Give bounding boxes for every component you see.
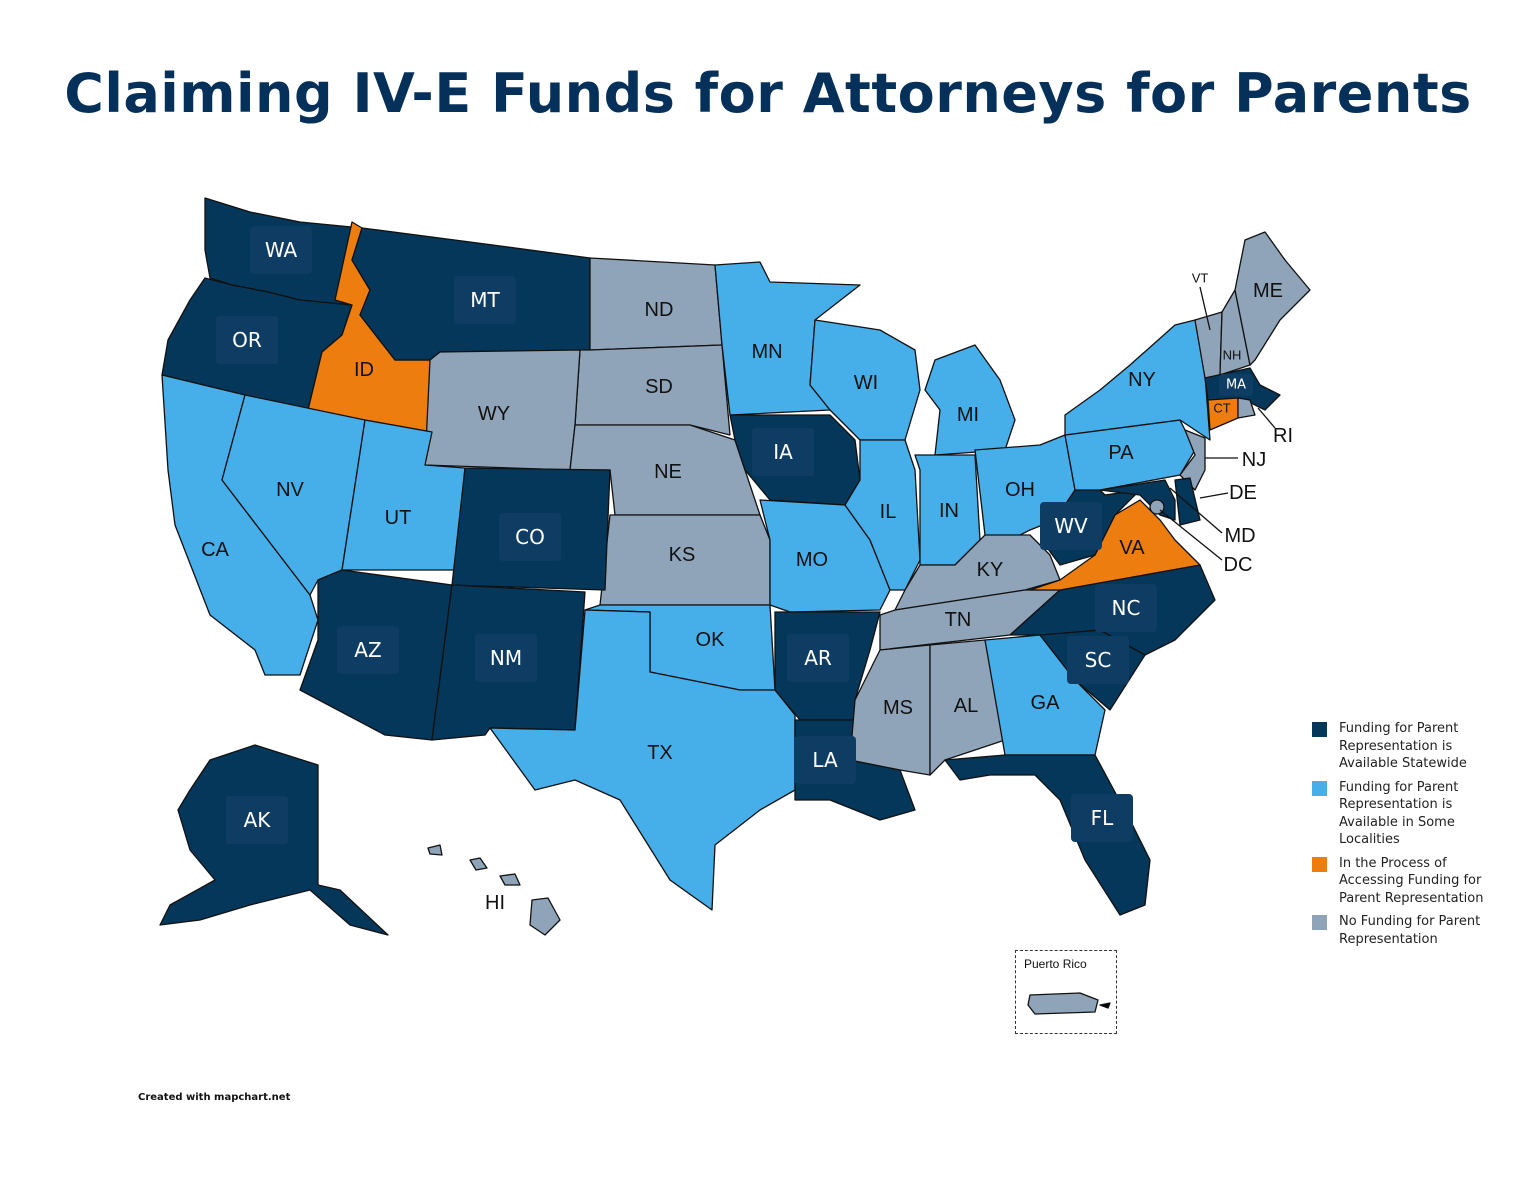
state-ME[interactable]: [1234, 231, 1311, 366]
state-DE[interactable]: [1174, 477, 1201, 526]
state-label-MI: MI: [957, 404, 979, 426]
legend-swatch-statewide: [1312, 722, 1327, 737]
state-MI[interactable]: [924, 344, 1016, 456]
legend-item-in-process: In the Process of Accessing Funding for …: [1312, 855, 1512, 908]
state-label-NE: NE: [654, 461, 682, 483]
state-label-CO: CO: [515, 525, 545, 549]
state-NJ[interactable]: [1179, 429, 1206, 491]
label-background: [1219, 374, 1253, 396]
state-label-OK: OK: [696, 629, 726, 651]
state-TX[interactable]: [489, 609, 796, 911]
state-label-NM: NM: [490, 646, 522, 670]
legend-label: Funding for Parent Representation is Ava…: [1339, 779, 1459, 848]
label-background: [216, 316, 278, 364]
state-label-UT: UT: [385, 507, 412, 529]
state-label-MA: MA: [1226, 378, 1246, 393]
state-label-ND: ND: [645, 299, 674, 321]
state-label-PA: PA: [1108, 442, 1134, 464]
state-label-SD: SD: [645, 376, 673, 398]
label-background: [454, 276, 516, 324]
state-label-WI: WI: [854, 372, 878, 394]
state-label-IA: IA: [773, 440, 793, 464]
callout-lines: [1159, 286, 1276, 561]
state-label-CA: CA: [201, 539, 229, 561]
state-label-NJ: NJ: [1242, 449, 1266, 471]
label-background: [1071, 794, 1133, 842]
state-label-MO: MO: [796, 549, 828, 571]
label-background: [1095, 584, 1157, 632]
state-label-MD: MD: [1224, 525, 1255, 547]
state-label-KY: KY: [977, 559, 1004, 581]
state-label-WY: WY: [478, 403, 510, 425]
state-IL[interactable]: [844, 439, 921, 591]
state-label-MT: MT: [470, 288, 500, 312]
state-label-LA: LA: [812, 748, 838, 772]
state-label-AZ: AZ: [354, 638, 381, 662]
label-background: [1040, 502, 1102, 550]
state-label-DC: DC: [1224, 554, 1253, 576]
label-background: [787, 634, 849, 682]
state-label-WA: WA: [265, 238, 298, 262]
legend-swatch-in-process: [1312, 856, 1327, 872]
state-label-MS: MS: [883, 697, 913, 719]
state-HI[interactable]: [427, 844, 561, 936]
legend: Funding for Parent Representation is Ava…: [1312, 720, 1512, 954]
state-labels: WA OR ID MT ND SD WY NE KS CA NV UT CO AZ NM OK TX MN IA MO…: [201, 226, 1293, 914]
state-label-TN: TN: [945, 609, 972, 631]
legend-item-no-funding: No Funding for Parent Representation: [1312, 913, 1512, 948]
label-background: [752, 428, 814, 476]
state-label-OH: OH: [1005, 479, 1035, 501]
label-background: [250, 226, 312, 274]
legend-swatch-no-funding: [1312, 915, 1327, 930]
state-label-RI: RI: [1273, 425, 1293, 447]
legend-label: No Funding for Parent Representation: [1339, 914, 1481, 947]
state-label-AL: AL: [954, 695, 978, 717]
label-background: [226, 796, 288, 844]
state-KY[interactable]: [894, 534, 1061, 611]
label-background: [475, 634, 537, 682]
state-label-ID: ID: [354, 359, 374, 381]
legend-label: Funding for Parent Representation is Ava…: [1339, 721, 1467, 771]
state-label-SC: SC: [1085, 648, 1112, 672]
mapchart-credit: Created with mapchart.net: [138, 1092, 291, 1103]
legend-swatch-some-localities: [1312, 780, 1327, 796]
state-label-NH: NH: [1223, 348, 1242, 363]
state-label-ME: ME: [1253, 280, 1283, 302]
state-label-VT: VT: [1192, 271, 1209, 286]
state-label-AK: AK: [244, 808, 272, 832]
state-label-HI: HI: [485, 892, 505, 914]
state-label-FL: FL: [1091, 806, 1115, 830]
label-background: [1067, 636, 1129, 684]
label-background: [499, 513, 561, 561]
puerto-rico-inset: Puerto Rico: [1015, 950, 1117, 1034]
puerto-rico-shape: [1027, 992, 1111, 1015]
state-label-IL: IL: [880, 501, 897, 523]
page-title: Claiming IV-E Funds for Attorneys for Pa…: [64, 62, 1472, 125]
state-label-CT: CT: [1213, 401, 1230, 416]
state-label-VA: VA: [1119, 537, 1145, 559]
state-label-OR: OR: [232, 328, 262, 352]
puerto-rico-label: Puerto Rico: [1024, 957, 1087, 971]
state-label-TX: TX: [647, 742, 673, 764]
state-label-MN: MN: [751, 341, 782, 363]
label-background: [794, 736, 856, 784]
legend-item-some-localities: Funding for Parent Representation is Ava…: [1312, 779, 1512, 849]
state-label-IN: IN: [939, 500, 959, 522]
state-label-GA: GA: [1031, 692, 1061, 714]
legend-item-statewide: Funding for Parent Representation is Ava…: [1312, 720, 1512, 773]
state-label-NC: NC: [1112, 596, 1141, 620]
state-label-NY: NY: [1128, 369, 1156, 391]
state-AL[interactable]: [929, 639, 1006, 776]
state-label-DE: DE: [1229, 482, 1257, 504]
state-RI[interactable]: [1237, 397, 1256, 419]
state-label-KS: KS: [669, 544, 696, 566]
legend-label: In the Process of Accessing Funding for …: [1339, 855, 1484, 906]
state-label-AR: AR: [804, 646, 832, 670]
state-label-NV: NV: [276, 479, 304, 501]
label-background: [337, 626, 399, 674]
state-label-WV: WV: [1054, 514, 1088, 538]
